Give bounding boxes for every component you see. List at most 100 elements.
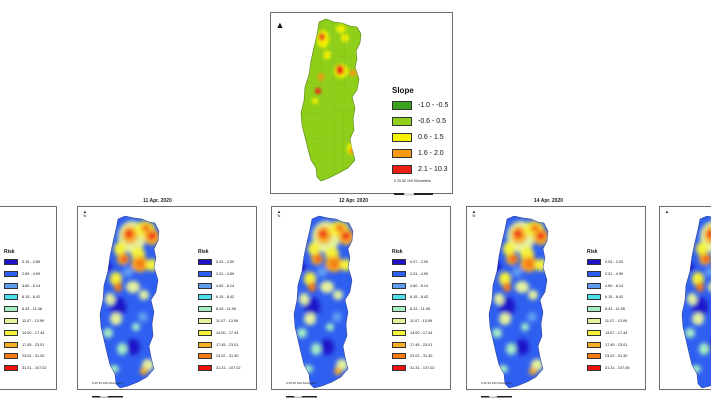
risk-legend-label: 31.31 - 107.02 bbox=[410, 366, 435, 371]
slope-legend-row: -0.6 - 0.5 bbox=[392, 117, 446, 126]
risk-hotspot bbox=[114, 242, 126, 256]
risk-legend-row: 8.43 - 11.06 bbox=[392, 306, 430, 313]
risk-scale-3: 0 25 50 100 Kilometers bbox=[481, 381, 513, 403]
risk-hotspot bbox=[524, 259, 534, 269]
risk-legend-label: 11.07 - 13.99 bbox=[605, 319, 628, 323]
slope-swatch bbox=[392, 165, 412, 174]
risk-legend-label: 8.43 - 11.06 bbox=[605, 307, 625, 312]
risk-hotspot bbox=[685, 328, 695, 338]
slope-legend-row: -1.0 - -0.5 bbox=[392, 101, 448, 110]
risk-legend-row: 4.60 - 6.14 bbox=[4, 282, 41, 289]
risk-scale-1: 0 25 50 100 Kilometers bbox=[92, 381, 124, 403]
risk-swatch bbox=[198, 306, 212, 313]
risk-legend-label: 0.15 - 2.89 bbox=[22, 260, 41, 264]
risk-swatch bbox=[4, 282, 18, 289]
risk-legend-label: 4.60 - 6.14 bbox=[410, 283, 429, 288]
risk-hotspot bbox=[535, 259, 547, 271]
risk-hotspot bbox=[139, 290, 149, 300]
risk-hotspot bbox=[537, 232, 545, 240]
risk-legend-label: 4.60 - 6.14 bbox=[22, 283, 41, 288]
risk-hotspot bbox=[135, 259, 145, 269]
risk-swatch bbox=[198, 282, 212, 289]
portugal-outline bbox=[488, 215, 549, 389]
risk-legend-row: 6.15 - 8.42 bbox=[587, 294, 624, 301]
risk-hotspot bbox=[529, 367, 537, 375]
risk-hotspot bbox=[494, 293, 504, 305]
risk-legend-label: 8.43 - 11.06 bbox=[216, 307, 236, 312]
risk-swatch bbox=[587, 306, 601, 313]
risk-map-title-1: 11 Apr. 2020 bbox=[143, 198, 172, 204]
risk-legend-row: 6.15 - 8.42 bbox=[198, 294, 234, 301]
scale-bar-graphic bbox=[92, 395, 123, 398]
risk-hotspot bbox=[148, 232, 156, 240]
risk-swatch bbox=[4, 365, 18, 372]
risk-legend-title: Risk bbox=[198, 249, 209, 255]
risk-legend-row: 14.00 - 17.44 bbox=[392, 329, 433, 336]
risk-legend-row: 31.31 - 107.02 bbox=[4, 365, 47, 372]
risk-legend-row: 17.45 - 23.01 bbox=[198, 341, 238, 348]
slope-legend-label: 1.6 - 2.0 bbox=[418, 150, 444, 157]
risk-legend-label: 6.15 - 8.42 bbox=[605, 295, 624, 300]
risk-legend-row: 17.45 - 23.01 bbox=[587, 341, 627, 348]
north-letter: N bbox=[472, 213, 476, 218]
risk-legend-row: 23.02 - 31.30 bbox=[4, 353, 44, 360]
risk-hotspot bbox=[315, 256, 321, 262]
risk-legend-row: 4.60 - 6.14 bbox=[392, 282, 429, 289]
risk-north-3: ▲ N bbox=[470, 210, 478, 218]
risk-scale-2: 0 25 50 100 Kilometers bbox=[286, 381, 318, 403]
risk-hotspot bbox=[515, 281, 529, 293]
risk-swatch bbox=[198, 270, 212, 277]
risk-legend-label: 4.60 - 6.14 bbox=[216, 283, 235, 288]
risk-hotspot bbox=[527, 312, 537, 322]
north-letter: N bbox=[83, 213, 87, 218]
slope-swatch bbox=[392, 133, 412, 142]
slope-legend-row: 0.6 - 1.5 bbox=[392, 133, 444, 142]
portugal-outline bbox=[293, 215, 354, 389]
risk-swatch bbox=[198, 365, 212, 372]
risk-hotspot bbox=[132, 323, 140, 331]
slope-legend-row: 1.6 - 2.0 bbox=[392, 149, 444, 158]
risk-legend-label: 8.43 - 11.06 bbox=[410, 307, 430, 312]
risk-legend-row: 31.31 - 107.02 bbox=[198, 365, 241, 372]
risk-legend-row: 23.02 - 31.30 bbox=[392, 353, 432, 360]
risk-swatch bbox=[587, 329, 601, 336]
slope-swatch bbox=[392, 101, 412, 110]
risk-hotspot bbox=[703, 256, 709, 262]
risk-hotspot bbox=[319, 230, 327, 238]
scale-label: 0 25 50 100 Kilometers bbox=[92, 381, 123, 385]
risk-legend-row: 2.01 - 4.59 bbox=[587, 270, 623, 277]
risk-hotspot bbox=[121, 256, 127, 262]
risk-hotspot bbox=[126, 281, 140, 293]
risk-map-frame-2: ▲ N Risk 0.07 - 2.00 2.01 - 4.59 4.60 - 6.… bbox=[271, 206, 451, 398]
risk-swatch bbox=[392, 329, 406, 336]
risk-swatch bbox=[392, 341, 406, 348]
risk-swatch bbox=[198, 341, 212, 348]
risk-legend-row: 14.00 - 17.44 bbox=[4, 329, 44, 336]
risk-legend-row: 0.03 - 2.00 bbox=[587, 259, 623, 265]
risk-hotspot bbox=[492, 328, 502, 338]
risk-legend-label: 6.15 - 8.42 bbox=[22, 295, 41, 300]
risk-legend-row: 11.07 - 13.99 bbox=[4, 318, 44, 324]
scale-label: 0 25 50 100 Kilometers bbox=[481, 381, 512, 385]
portugal-outline bbox=[681, 215, 711, 389]
risk-map-title-3: 14 Apr. 2020 bbox=[534, 198, 564, 204]
risk-hotspot bbox=[311, 343, 321, 355]
risk-hotspot bbox=[126, 339, 140, 355]
risk-legend-row: 11.07 - 13.99 bbox=[392, 318, 432, 324]
risk-hotspot bbox=[333, 290, 343, 300]
risk-hotspot bbox=[340, 259, 352, 271]
risk-legend-label: 0.07 - 2.00 bbox=[410, 260, 429, 264]
risk-north-4: ▲ bbox=[663, 210, 671, 214]
risk-hotspot bbox=[521, 323, 529, 331]
risk-legend-label: 31.31 - 107.02 bbox=[216, 366, 241, 371]
north-letter: N bbox=[277, 213, 281, 218]
risk-legend-row: 2.89 - 4.59 bbox=[4, 270, 40, 277]
risk-swatch bbox=[587, 341, 601, 348]
slope-swatch bbox=[392, 149, 412, 158]
risk-map-frame-0: Risk 0.15 - 2.89 2.89 - 4.59 4.60 - 6.14 6.… bbox=[0, 206, 57, 390]
risk-legend-label: 14.00 - 17.44 bbox=[410, 330, 433, 335]
risk-hotspot bbox=[512, 267, 522, 277]
risk-legend-label: 0.03 - 2.00 bbox=[605, 260, 624, 264]
risk-swatch bbox=[198, 294, 212, 301]
risk-legend-row: 13.67 - 17.44 bbox=[587, 329, 627, 336]
